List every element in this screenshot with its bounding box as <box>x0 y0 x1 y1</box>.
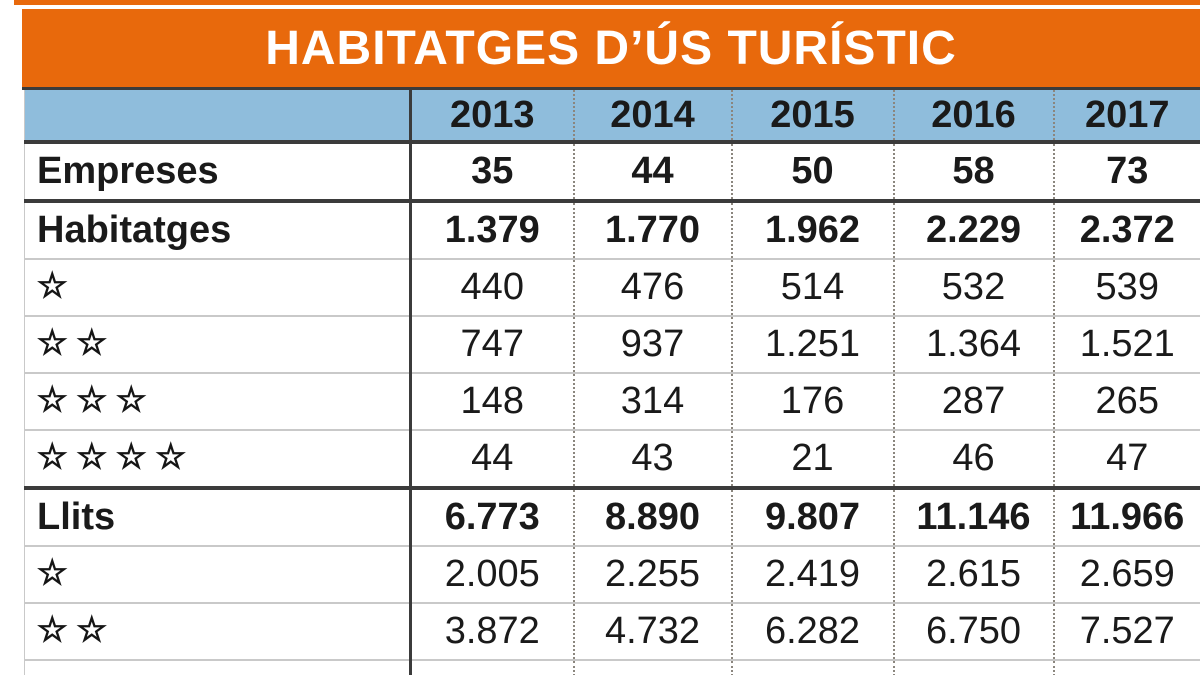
value-cell: 73 <box>1052 142 1200 203</box>
value-cell: 314 <box>572 373 732 431</box>
value-cell: 21 <box>730 430 894 490</box>
value-cell: 2.255 <box>572 546 732 604</box>
value-cell: 4.732 <box>572 603 732 661</box>
title-banner: HABITATGES D’ÚS TURÍSTIC <box>22 9 1200 90</box>
row-label-cell: Llits <box>24 488 411 547</box>
row-label: Empreses <box>37 150 219 192</box>
table-body: Empreses 35 44 50 58 73 Habitatges 1.379 1.770 1.… <box>24 142 1200 675</box>
star-icon: ☆ <box>36 323 68 362</box>
value-cell: 1.770 <box>572 201 732 260</box>
header-row: 2013 2014 2015 2016 2017 <box>24 90 1200 144</box>
table-row: ☆ ☆ ☆ ☆ 44 43 21 46 47 <box>24 430 1200 490</box>
empty-cell <box>24 660 411 675</box>
table-row: Llits 6.773 8.890 9.807 11.146 11.966 <box>24 488 1200 547</box>
row-label-cell: ☆ <box>24 546 411 604</box>
year-header: 2015 <box>730 90 894 144</box>
row-label-cell: ☆ <box>24 259 411 317</box>
star-icon: ☆ <box>36 437 68 476</box>
value-cell: 1.962 <box>730 201 894 260</box>
value-cell: 2.005 <box>409 546 574 604</box>
star-icon: ☆ <box>76 610 108 649</box>
value-cell: 287 <box>892 373 1054 431</box>
row-label-cell: ☆ ☆ ☆ ☆ <box>24 430 411 490</box>
value-cell: 747 <box>409 316 574 374</box>
row-label-cell: Empreses <box>24 142 411 203</box>
empty-cell <box>409 660 574 675</box>
value-cell: 6.750 <box>892 603 1054 661</box>
value-cell: 2.229 <box>892 201 1054 260</box>
empty-cell <box>1052 660 1200 675</box>
value-cell: 44 <box>409 430 574 490</box>
star-icon: ☆ <box>36 553 68 592</box>
star-icon: ☆ <box>36 610 68 649</box>
value-cell: 532 <box>892 259 1054 317</box>
value-cell: 539 <box>1052 259 1200 317</box>
value-cell: 2.615 <box>892 546 1054 604</box>
value-cell: 1.251 <box>730 316 894 374</box>
row-label-cell: ☆ ☆ ☆ <box>24 373 411 431</box>
table-row: ☆ 2.005 2.255 2.419 2.615 2.659 <box>24 546 1200 604</box>
cropped-row <box>24 660 1200 675</box>
row-label: Llits <box>37 496 116 538</box>
table-row: ☆ ☆ 3.872 4.732 6.282 6.750 7.527 <box>24 603 1200 661</box>
value-cell: 2.419 <box>730 546 894 604</box>
value-cell: 476 <box>572 259 732 317</box>
page-title: HABITATGES D’ÚS TURÍSTIC <box>265 21 957 75</box>
table-row: ☆ ☆ ☆ 148 314 176 287 265 <box>24 373 1200 431</box>
row-label-cell: ☆ ☆ <box>24 316 411 374</box>
value-cell: 2.659 <box>1052 546 1200 604</box>
value-cell: 1.379 <box>409 201 574 260</box>
table-row: ☆ 440 476 514 532 539 <box>24 259 1200 317</box>
top-orange-strip <box>14 0 1200 5</box>
row-label: Habitatges <box>37 209 232 251</box>
corner-cell <box>24 90 411 144</box>
value-cell: 46 <box>892 430 1054 490</box>
star-icon: ☆ <box>36 266 68 305</box>
value-cell: 11.146 <box>892 488 1054 547</box>
table-header: 2013 2014 2015 2016 2017 <box>24 90 1200 144</box>
table-row: Empreses 35 44 50 58 73 <box>24 142 1200 203</box>
star-icon: ☆ <box>115 380 147 419</box>
value-cell: 176 <box>730 373 894 431</box>
year-header: 2013 <box>409 90 574 144</box>
value-cell: 58 <box>892 142 1054 203</box>
value-cell: 11.966 <box>1052 488 1200 547</box>
star-icon: ☆ <box>76 380 108 419</box>
value-cell: 7.527 <box>1052 603 1200 661</box>
empty-cell <box>730 660 894 675</box>
value-cell: 6.282 <box>730 603 894 661</box>
value-cell: 6.773 <box>409 488 574 547</box>
year-header: 2014 <box>572 90 732 144</box>
star-icon: ☆ <box>155 437 187 476</box>
value-cell: 44 <box>572 142 732 203</box>
star-icon: ☆ <box>76 323 108 362</box>
value-cell: 440 <box>409 259 574 317</box>
value-cell: 43 <box>572 430 732 490</box>
row-label-cell: ☆ ☆ <box>24 603 411 661</box>
value-cell: 47 <box>1052 430 1200 490</box>
value-cell: 937 <box>572 316 732 374</box>
empty-cell <box>572 660 732 675</box>
value-cell: 50 <box>730 142 894 203</box>
value-cell: 1.364 <box>892 316 1054 374</box>
value-cell: 1.521 <box>1052 316 1200 374</box>
value-cell: 265 <box>1052 373 1200 431</box>
table-row: Habitatges 1.379 1.770 1.962 2.229 2.372 <box>24 201 1200 260</box>
value-cell: 514 <box>730 259 894 317</box>
value-cell: 8.890 <box>572 488 732 547</box>
star-icon: ☆ <box>76 437 108 476</box>
value-cell: 3.872 <box>409 603 574 661</box>
star-icon: ☆ <box>115 437 147 476</box>
value-cell: 2.372 <box>1052 201 1200 260</box>
star-icon: ☆ <box>36 380 68 419</box>
value-cell: 148 <box>409 373 574 431</box>
row-label-cell: Habitatges <box>24 201 411 260</box>
year-header: 2016 <box>892 90 1054 144</box>
tourist-housing-table: 2013 2014 2015 2016 2017 Empreses 35 44 50 58 73 H… <box>24 90 1200 675</box>
value-cell: 9.807 <box>730 488 894 547</box>
year-header: 2017 <box>1052 90 1200 144</box>
table-row: ☆ ☆ 747 937 1.251 1.364 1.521 <box>24 316 1200 374</box>
empty-cell <box>892 660 1054 675</box>
value-cell: 35 <box>409 142 574 203</box>
